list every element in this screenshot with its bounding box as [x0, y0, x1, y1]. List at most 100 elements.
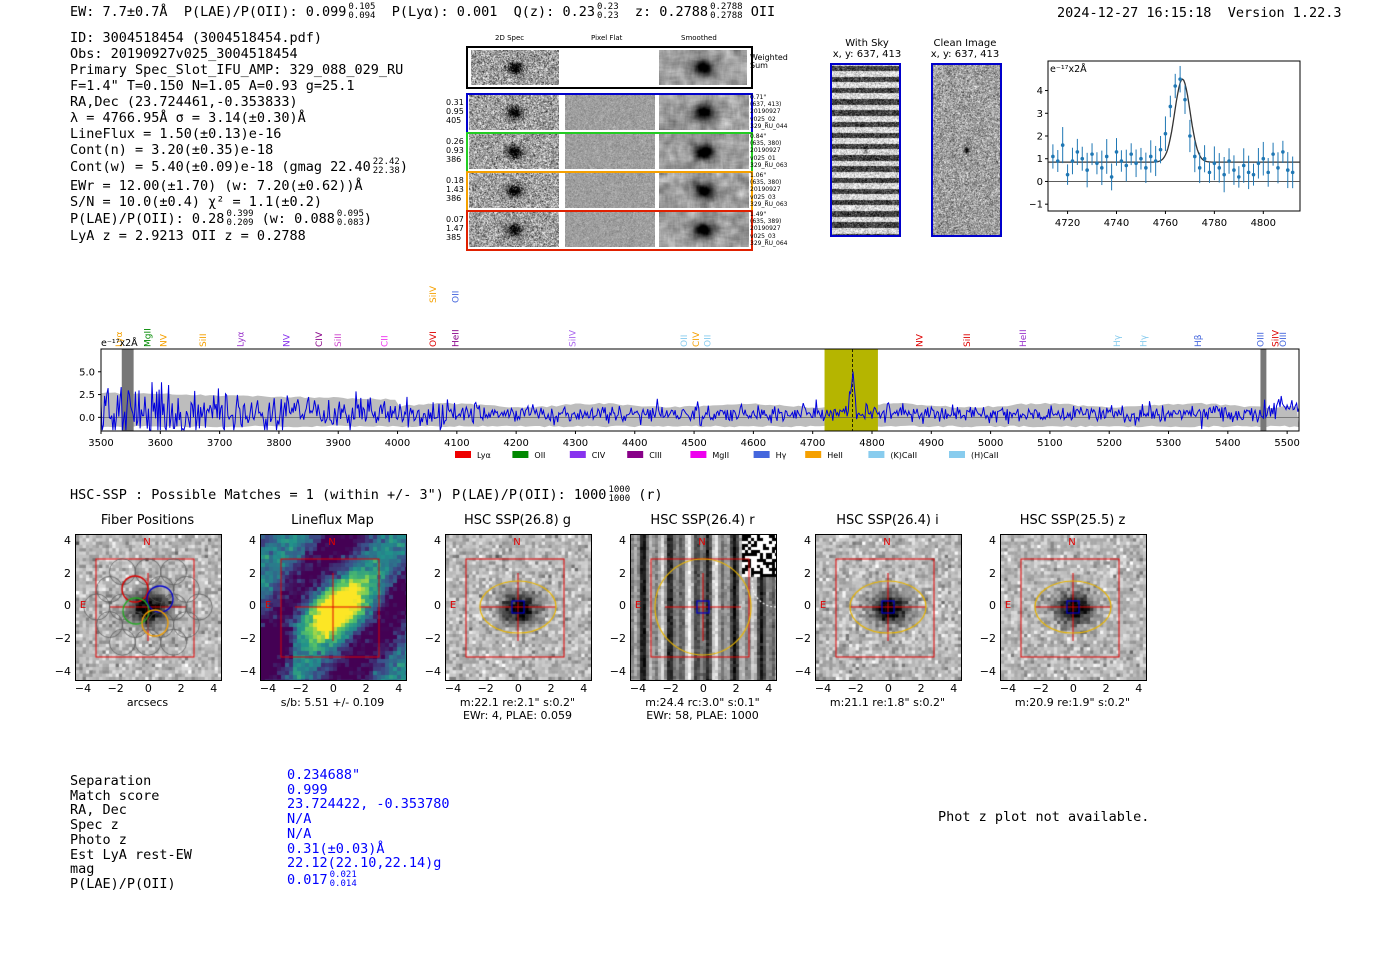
- with-sky-image: [830, 63, 901, 237]
- cutout-flat: [565, 173, 655, 208]
- hsc-x-tick: 0: [884, 682, 892, 695]
- zoom-data-point: [1065, 172, 1070, 177]
- zoom-data-point: [1144, 166, 1148, 170]
- cutout-2dspec: [469, 95, 559, 130]
- emission-line-label: OIII: [1279, 332, 1289, 347]
- hsc-x-tick: 2: [732, 682, 740, 695]
- contw-lo: 22.38: [372, 166, 400, 176]
- cutout-left-value: 385: [446, 233, 462, 242]
- hsc-panel-title: HSC SSP(26.4) r: [650, 513, 755, 528]
- emission-line-name: OIII: [1279, 332, 1289, 347]
- plae-w-lo: 0.083: [336, 218, 364, 228]
- plae-w: (w: 0.088: [261, 211, 335, 227]
- legend-label: MgII: [712, 451, 729, 460]
- cutout-left-value: 1.47: [446, 224, 464, 233]
- hsc-y-tick: 4: [64, 534, 71, 547]
- cutout-row-right-values: 1.06" (635, 380) 20190927 v025_03 329_RU_063: [750, 172, 787, 208]
- zoom-data-point: [1246, 170, 1251, 175]
- cutout-right-value: v025_02: [750, 115, 776, 123]
- emission-line-label: Hγ: [1140, 334, 1150, 347]
- legend-swatch: [627, 451, 644, 458]
- cutout-2dspec: [469, 173, 559, 208]
- hsc-x-tick: 2: [177, 682, 185, 695]
- hsc-summary-hi: 1000: [608, 485, 631, 495]
- match-value: 22.12(22.10,22.14)g: [287, 856, 450, 871]
- cutout-right-value: 329_RU_044: [750, 122, 788, 130]
- east-label: E: [1004, 600, 1012, 611]
- cutout-right-value: 20190927: [750, 186, 781, 194]
- hsc-x-tick: 0: [699, 682, 707, 695]
- zoom-data-point: [1080, 156, 1085, 161]
- spectrum-xtick-label: 3700: [207, 438, 232, 449]
- hsc-y-tick: 0: [434, 599, 441, 613]
- info-lambda: λ = 4766.95Å σ = 3.14(±0.30)Å: [70, 110, 306, 126]
- cutout-row-left-values: 0.31 0.95 405: [446, 98, 464, 125]
- match-label: Photo z: [70, 831, 127, 848]
- info-block: ID: 3004518454 (3004518454.pdf) Obs: 201…: [70, 30, 408, 244]
- cutout-left-value: 0.26: [446, 137, 464, 146]
- zoom-data-point: [1227, 159, 1231, 163]
- hsc-panel-title: Lineflux Map: [291, 513, 374, 528]
- hsc-y-tick: −2: [239, 632, 256, 646]
- info-sn: S/N = 10.0(±0.4) χ² = 1.1(±0.2): [70, 194, 322, 210]
- zoom-data-point: [1119, 159, 1124, 163]
- zoom-data-point: [1100, 166, 1104, 170]
- info-contw: Cont(w) = 5.40(±0.09)e-18 (gmag 22.40 22.…: [70, 158, 408, 178]
- contw-text: Cont(w) = 5.40(±0.09)e-18 (gmag 22.40: [70, 159, 371, 175]
- zoom-data-point: [1114, 150, 1119, 154]
- match-plae-lo: 0.014: [329, 878, 357, 889]
- zoom-data-point: [1090, 152, 1094, 156]
- hsc-panel-caption-2: EWr: 58, PLAE: 1000: [646, 709, 759, 722]
- north-label: N: [328, 537, 336, 548]
- legend-label: Lyα: [477, 451, 491, 460]
- hsc-y-tick: −4: [54, 664, 71, 678]
- hsc-summary: HSC-SSP : Possible Matches = 1 (within +…: [70, 486, 663, 504]
- north-label: N: [1068, 537, 1076, 548]
- emission-line-name: Hβ: [1194, 334, 1204, 347]
- spectrum-xtick-label: 4500: [681, 438, 706, 449]
- hsc-y-tick: 4: [434, 534, 441, 547]
- hsc-panel-image: [630, 534, 777, 681]
- masked-region: [1260, 349, 1267, 431]
- cutout-right-value: v025_03: [750, 193, 776, 201]
- hsc-y-tick: −2: [609, 632, 626, 646]
- spectrum-xtick-label: 3500: [88, 438, 113, 449]
- hsc-panel-image: [815, 534, 962, 681]
- cutout-left-value: 0.93: [446, 146, 464, 155]
- cutout-row: [466, 132, 753, 173]
- hsc-panel-caption: m:24.4 rc:3.0" s:0.1": [645, 696, 760, 709]
- match-value-text: 0.234688": [287, 767, 361, 783]
- zoom-data-point: [1197, 166, 1202, 170]
- zoom-data-point: [1173, 84, 1178, 88]
- hsc-panel-caption-2: EWr: 4, PLAE: 0.059: [462, 709, 573, 722]
- zoom-data-point: [1153, 159, 1158, 163]
- zoom-data-point: [1055, 159, 1060, 163]
- spectrum-xtick-label: 5500: [1274, 438, 1299, 449]
- cutout-right-value: (637, 413): [750, 101, 782, 109]
- hsc-x-tick: −2: [847, 682, 864, 695]
- weighted-sum-label: Weighted Sum: [750, 53, 788, 70]
- spectrum-ytick-label: 2.5: [79, 390, 95, 401]
- north-label: N: [698, 537, 706, 548]
- spectrum-xtick-label: 4900: [919, 438, 944, 449]
- hsc-panel-caption: arcsecs: [126, 696, 169, 709]
- hsc-y-tick: 4: [619, 534, 626, 547]
- info-id: ID: 3004518454 (3004518454.pdf): [70, 30, 322, 46]
- emission-line-label: Hγ: [1113, 334, 1123, 347]
- with-sky-xy: x, y: 637, 413: [832, 49, 902, 60]
- hsc-panel-title: HSC SSP(25.5) z: [1019, 513, 1126, 528]
- cutout-row-right-values: 0.71" (637, 413) 20190927 v025_02 329_RU_044: [750, 94, 787, 130]
- legend-label: (H)CaII: [971, 451, 998, 460]
- timestamp-version: 2024-12-27 16:15:18 Version 1.22.3: [1057, 5, 1342, 21]
- match-values: 0.234688" 0.999 23.724422, -0.353780 N/A N/A…: [287, 768, 450, 889]
- hsc-x-tick: 2: [1102, 682, 1110, 695]
- spectrum-xtick-label: 3900: [326, 438, 351, 449]
- spectrum-xtick-label: 3600: [148, 438, 173, 449]
- cutout-row: [466, 93, 753, 134]
- emission-line-name: OII: [680, 335, 690, 347]
- emission-line-label: SiII: [334, 333, 344, 347]
- hsc-x-tick: −4: [444, 682, 462, 695]
- hsc-x-tick: −4: [814, 682, 832, 695]
- east-label: E: [79, 600, 87, 611]
- match-value-text: 0.017: [287, 871, 328, 888]
